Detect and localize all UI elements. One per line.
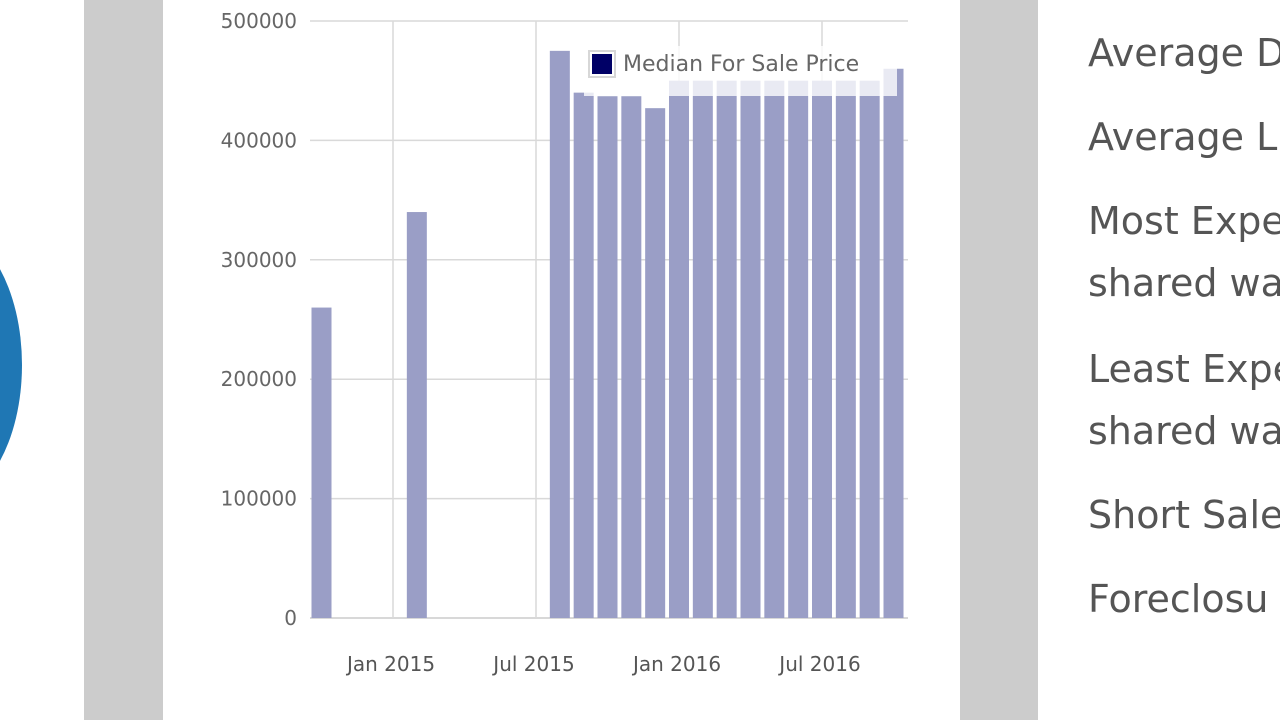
legend-swatch-icon [588,50,616,78]
stat-least-expensive: Least Expe [1088,347,1280,391]
stat-foreclosure: Foreclosu [1088,577,1269,621]
legend-label: Median For Sale Price [623,52,860,77]
chart-card [163,0,960,720]
stat-average-days: Average D [1088,31,1280,75]
stat-short-sale: Short Sale [1088,493,1280,537]
stat-most-expensive-cont: shared wa [1088,261,1280,305]
stat-most-expensive: Most Expe [1088,199,1280,243]
stat-least-expensive-cont: shared wa [1088,409,1280,453]
chart-legend[interactable]: Median For Sale Price [584,46,897,96]
left-gray-band [84,0,163,720]
stat-average-listing: Average L [1088,115,1278,159]
right-gray-band [960,0,1038,720]
blue-circle-graphic [0,225,22,505]
